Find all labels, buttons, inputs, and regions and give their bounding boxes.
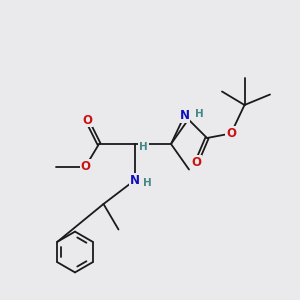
Text: O: O bbox=[80, 160, 91, 173]
Text: O: O bbox=[82, 113, 92, 127]
Text: O: O bbox=[226, 127, 236, 140]
Text: H: H bbox=[139, 142, 148, 152]
Text: N: N bbox=[130, 173, 140, 187]
Text: O: O bbox=[191, 156, 202, 169]
Text: N: N bbox=[179, 109, 190, 122]
Text: H: H bbox=[194, 109, 203, 119]
Text: H: H bbox=[143, 178, 152, 188]
